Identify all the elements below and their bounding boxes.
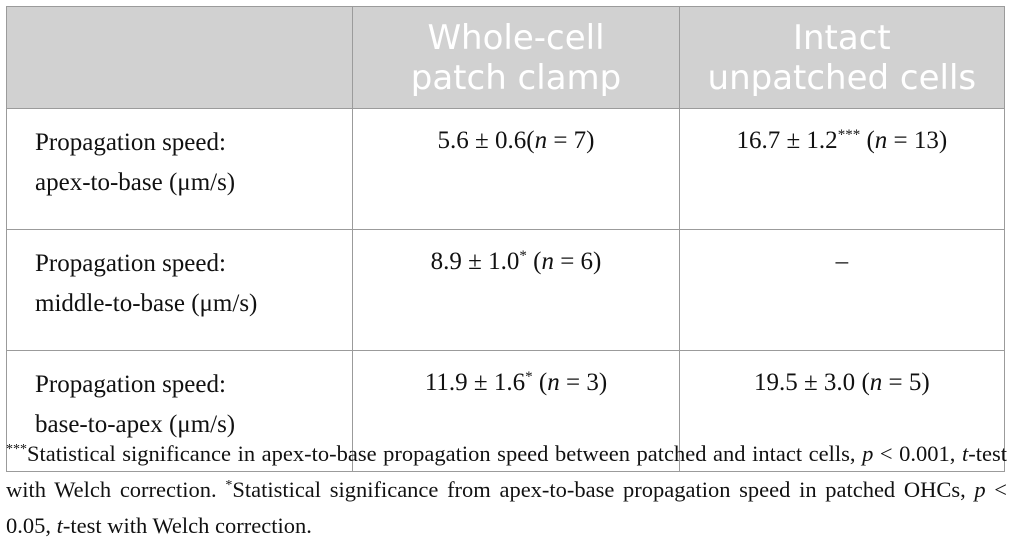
cell-value: 19.5 ± 3.0 bbox=[753, 369, 856, 396]
n-prefix: ( bbox=[855, 369, 870, 396]
significance-mark: * bbox=[525, 369, 533, 385]
header-empty-cell bbox=[5, 6, 354, 109]
p-variable: p bbox=[862, 441, 874, 466]
row-label-base-to-apex: Propagation speed: base-to-apex (μm/s) bbox=[5, 350, 354, 472]
n-prefix: ( bbox=[532, 369, 548, 396]
header-col2-line1: Whole-cell bbox=[427, 17, 605, 58]
n-variable: n bbox=[547, 369, 560, 396]
empty-dash: – bbox=[835, 248, 849, 275]
footnote-mark-single: * bbox=[225, 478, 233, 493]
n-prefix: ( bbox=[526, 248, 542, 275]
n-variable: n bbox=[869, 369, 883, 396]
cell-value: 5.6 ± 0.6 bbox=[437, 127, 527, 154]
p-variable: p bbox=[974, 477, 986, 502]
header-intact-unpatched-cells: Intact unpatched cells bbox=[678, 6, 1006, 109]
table-row: Propagation speed: middle-to-base (μm/s)… bbox=[5, 229, 1006, 351]
cell-value: 8.9 ± 1.0 bbox=[430, 248, 520, 275]
header-col3-line2: unpatched cells bbox=[707, 57, 977, 98]
cell-patch-middle-to-base: 8.9 ± 1.0* (n = 6) bbox=[352, 229, 680, 351]
n-prefix: ( bbox=[526, 127, 535, 154]
significance-mark: * bbox=[519, 248, 527, 264]
n-value: = 3) bbox=[559, 369, 608, 396]
n-variable: n bbox=[874, 127, 888, 154]
n-value: = 7) bbox=[547, 127, 595, 154]
header-row: Whole-cell patch clamp Intact unpatched … bbox=[5, 6, 1006, 109]
t-variable: t bbox=[56, 513, 63, 538]
cell-patch-apex-to-base: 5.6 ± 0.6(n = 7) bbox=[352, 108, 680, 230]
row-label-line2: middle-to-base (μm/s) bbox=[35, 290, 258, 317]
table-row: Propagation speed: apex-to-base (μm/s) 5… bbox=[5, 108, 1006, 230]
footnote-text: Statistical significance from apex-to-ba… bbox=[232, 477, 975, 502]
table-footnote: ***Statistical significance in apex-to-b… bbox=[6, 436, 1007, 544]
footnote-text: -test with Welch correction. bbox=[6, 441, 1007, 502]
footnote-mark-triple: *** bbox=[6, 442, 27, 457]
row-label-apex-to-base: Propagation speed: apex-to-base (μm/s) bbox=[5, 108, 354, 230]
header-col2-line2: patch clamp bbox=[410, 57, 622, 98]
cell-value: 11.9 ± 1.6 bbox=[424, 369, 526, 396]
n-variable: n bbox=[541, 248, 554, 275]
cell-patch-base-to-apex: 11.9 ± 1.6* (n = 3) bbox=[352, 350, 680, 472]
p-value: < 0.001, bbox=[873, 441, 962, 466]
cell-intact-apex-to-base: 16.7 ± 1.2*** (n = 13) bbox=[678, 108, 1006, 230]
row-label-line1: Propagation speed: bbox=[35, 129, 226, 156]
significance-mark: *** bbox=[837, 127, 861, 143]
n-value: = 6) bbox=[553, 248, 602, 275]
n-value: = 5) bbox=[882, 369, 930, 396]
n-value: = 13) bbox=[887, 127, 948, 154]
cell-intact-middle-to-base: – bbox=[678, 229, 1006, 351]
t-variable: t bbox=[961, 441, 969, 466]
header-whole-cell-patch-clamp: Whole-cell patch clamp bbox=[352, 6, 680, 109]
cell-value: 16.7 ± 1.2 bbox=[736, 127, 838, 154]
footnote-text: -test with Welch correction. bbox=[62, 513, 312, 538]
results-table: Whole-cell patch clamp Intact unpatched … bbox=[5, 6, 1006, 472]
n-prefix: ( bbox=[860, 127, 875, 154]
table-row: Propagation speed: base-to-apex (μm/s) 1… bbox=[5, 350, 1006, 472]
row-label-line1: Propagation speed: bbox=[35, 371, 226, 398]
cell-intact-base-to-apex: 19.5 ± 3.0 (n = 5) bbox=[678, 350, 1006, 472]
row-label-line1: Propagation speed: bbox=[35, 250, 226, 277]
row-label-line2: apex-to-base (μm/s) bbox=[35, 169, 236, 196]
footnote-text: Statistical significance in apex-to-base… bbox=[27, 441, 863, 466]
row-label-middle-to-base: Propagation speed: middle-to-base (μm/s) bbox=[5, 229, 354, 351]
n-variable: n bbox=[534, 127, 548, 154]
header-col3-line1: Intact bbox=[792, 17, 891, 58]
p-value: < 0.05, bbox=[6, 477, 1007, 538]
row-label-line2: base-to-apex (μm/s) bbox=[35, 411, 236, 438]
